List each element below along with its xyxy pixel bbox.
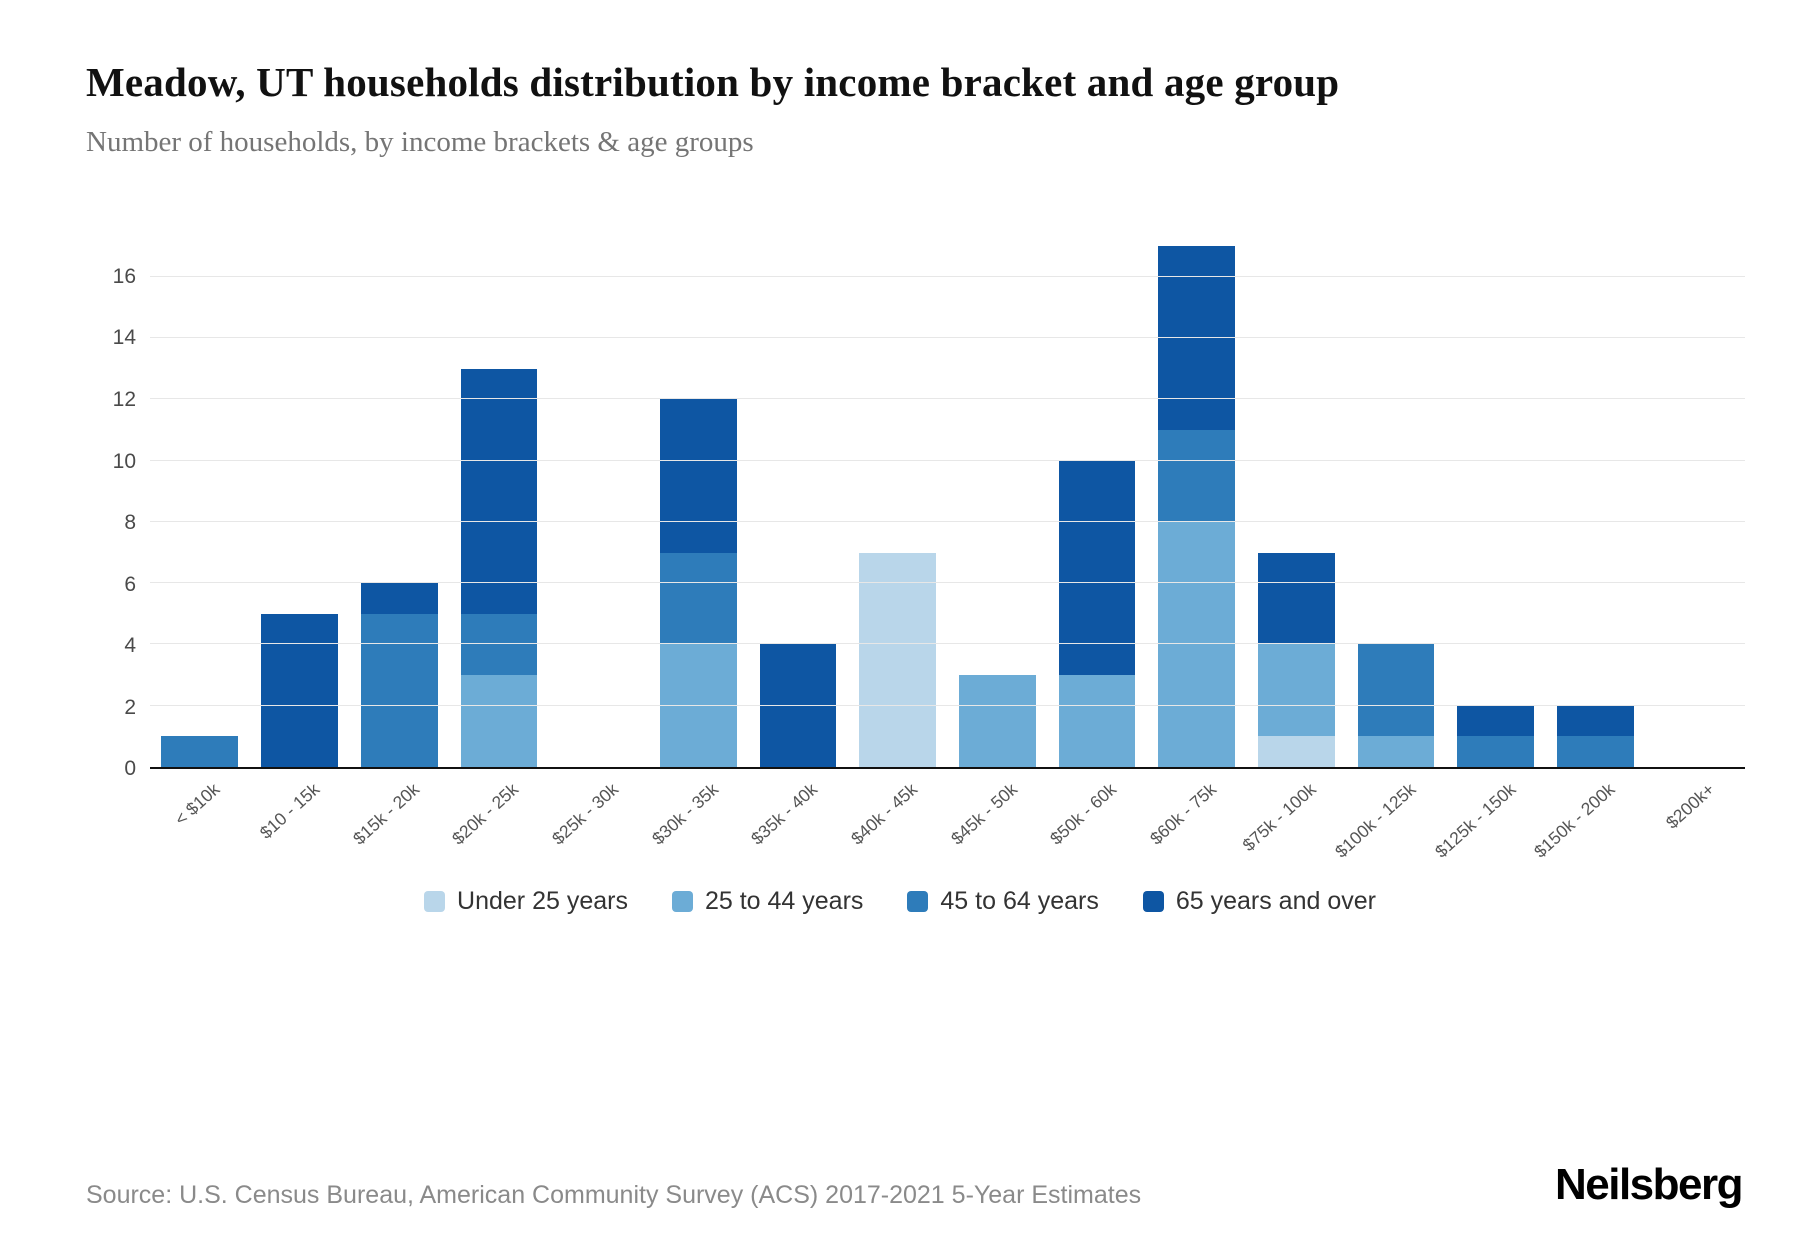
legend-label: 25 to 44 years <box>704 887 864 915</box>
bar-segment <box>958 675 1036 767</box>
x-tick-label: $20k - 25k <box>448 779 523 849</box>
x-tick-label: $25k - 30k <box>547 779 622 849</box>
bar-segment <box>1058 675 1136 767</box>
bar-column: $45k - 50k <box>947 237 1048 849</box>
bar-column: $40k - 45k <box>847 237 948 849</box>
footer: Source: U.S. Census Bureau, American Com… <box>86 1160 1744 1210</box>
bar-column: $10 - 15k <box>250 237 350 843</box>
x-tick-label: $50k - 60k <box>1046 779 1121 849</box>
bar-column: $150k - 200k <box>1530 237 1646 862</box>
bar-column: $35k - 40k <box>747 237 848 849</box>
legend-swatch <box>907 891 929 912</box>
bar-column: $50k - 60k <box>1046 237 1147 849</box>
bar-segment <box>261 613 338 767</box>
gridline <box>150 643 1745 645</box>
bar-segment <box>1258 552 1335 645</box>
gridline <box>150 337 1745 339</box>
legend-item: 45 to 64 years <box>907 887 1099 916</box>
bar-segment <box>1058 460 1136 676</box>
x-tick-label: $100k - 125k <box>1330 779 1420 862</box>
legend-label: Under 25 years <box>457 887 628 915</box>
bar-segment <box>161 736 239 767</box>
bar-column: $15k - 20k <box>348 237 449 849</box>
gridline <box>150 520 1745 522</box>
bar-column: $20k - 25k <box>448 237 549 849</box>
x-tick-label: $10 - 15k <box>255 779 323 843</box>
bar-segment <box>460 675 538 767</box>
gridline <box>150 275 1745 277</box>
bar-column: $25k - 30k <box>548 237 649 849</box>
brand-logo: Neilsberg <box>1554 1160 1744 1209</box>
plot-area: < $10k $10 - 15k $15k - 20k $20k - 25k $25k … <box>150 237 1745 862</box>
x-tick-label: $200k+ <box>1662 779 1719 833</box>
x-tick-label: $125k - 150k <box>1430 779 1520 862</box>
bar-segment <box>659 399 737 553</box>
bar-segment <box>1457 736 1535 767</box>
legend-item: 65 years and over <box>1142 887 1376 916</box>
x-tick-label: < $10k <box>170 779 224 830</box>
bar-segment <box>859 552 937 767</box>
bars-container: < $10k $10 - 15k $15k - 20k $20k - 25k $25k … <box>150 237 1745 862</box>
x-tick-label: $75k - 100k <box>1238 779 1320 856</box>
bar-segment <box>1457 705 1535 737</box>
y-tick-label: 4 <box>124 634 136 657</box>
x-tick-label: $60k - 75k <box>1145 779 1221 849</box>
legend-item: 25 to 44 years <box>671 887 864 916</box>
legend-swatch <box>1142 891 1164 912</box>
source-note: Source: U.S. Census Bureau, American Com… <box>86 1181 1142 1209</box>
gridline <box>150 582 1745 584</box>
page-subtitle: Number of households, by income brackets… <box>86 126 754 158</box>
y-tick-label: 6 <box>124 572 136 596</box>
page-title: Meadow, UT households distribution by in… <box>86 59 1340 105</box>
gridline <box>150 398 1745 400</box>
y-tick-label: 2 <box>124 695 136 719</box>
legend-swatch <box>424 891 446 912</box>
chart: 0 2 4 6 8 10 12 14 16 < $10k $10 - 15k $15k - 20k $… <box>86 237 1745 862</box>
legend: Under 25 years 25 to 44 years 45 to 64 yea… <box>0 887 1800 916</box>
bar-segment <box>1357 644 1435 737</box>
x-tick-label: $45k - 50k <box>946 779 1021 849</box>
bar-segment <box>659 644 737 767</box>
y-tick-label: 0 <box>124 757 136 780</box>
x-tick-label: $40k - 45k <box>846 779 922 849</box>
bar-segment <box>1158 246 1236 431</box>
y-axis: 0 2 4 6 8 10 12 14 16 <box>86 237 150 780</box>
bar-segment <box>1158 430 1236 522</box>
x-tick-label: $150k - 200k <box>1530 779 1619 862</box>
gridline <box>150 459 1745 461</box>
bar-column: $125k - 150k <box>1431 237 1546 862</box>
y-tick-label: 14 <box>112 326 136 350</box>
bar-segment <box>1258 644 1335 737</box>
x-tick-label: $15k - 20k <box>348 779 423 849</box>
legend-swatch <box>671 891 693 912</box>
y-tick-label: 10 <box>112 449 136 473</box>
bar-column: $75k - 100k <box>1238 237 1347 855</box>
bar-segment <box>759 644 837 767</box>
y-tick-label: 16 <box>112 264 136 288</box>
x-tick-label: $30k - 35k <box>647 779 722 849</box>
bar-segment <box>360 583 438 614</box>
legend-item: Under 25 years <box>424 887 628 916</box>
bar-segment <box>659 552 737 645</box>
bar-segment <box>1557 705 1634 737</box>
bar-column: $100k - 125k <box>1331 237 1446 862</box>
gridline <box>150 704 1745 706</box>
bar-segment <box>460 368 538 614</box>
bar-segment <box>1357 736 1435 767</box>
legend-label: 45 to 64 years <box>940 887 1099 915</box>
bar-segment <box>1258 736 1335 767</box>
y-tick-label: 8 <box>124 511 136 534</box>
legend-label: 65 years and over <box>1175 887 1376 915</box>
bar-column: $60k - 75k <box>1146 237 1247 849</box>
bar-column: $30k - 35k <box>648 237 748 849</box>
bar-column: < $10k <box>150 237 250 829</box>
bar-segment <box>1557 736 1634 767</box>
y-tick-label: 12 <box>112 387 136 411</box>
bar-column: $200k+ <box>1645 237 1745 833</box>
bar-segment <box>360 613 438 767</box>
x-tick-label: $35k - 40k <box>747 779 822 849</box>
